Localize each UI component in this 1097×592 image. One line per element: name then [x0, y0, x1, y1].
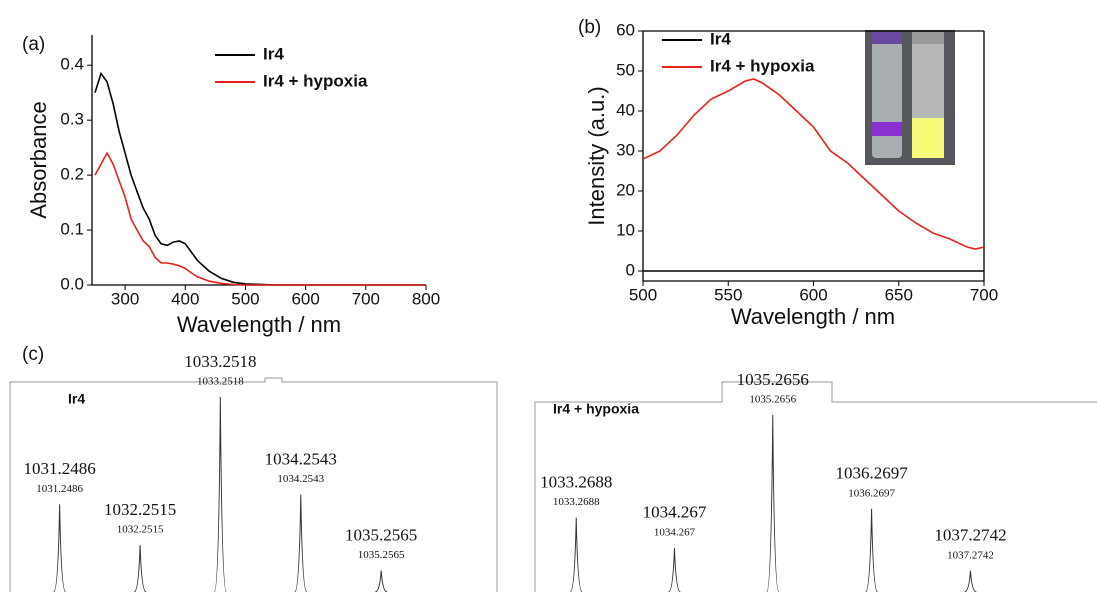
peak-label: 1035.2656 [737, 370, 809, 389]
x-tick-label: 650 [885, 285, 913, 304]
peak-label-small: 1033.2688 [553, 496, 600, 508]
legend-label: Ir4 [710, 29, 731, 48]
x-tick-label: 700 [352, 289, 380, 308]
peak-label-small: 1037.2742 [947, 549, 994, 561]
legend-label: Ir4 + hypoxia [710, 56, 815, 75]
y-tick-label: 10 [616, 220, 635, 239]
peak [133, 545, 147, 592]
peak [766, 414, 780, 592]
panel-label: (c) [22, 344, 44, 365]
peak-label-small: 1035.2656 [749, 394, 796, 406]
series-line [94, 151, 426, 286]
peak-label-small: 1036.2697 [848, 487, 895, 499]
x-tick-label: 700 [970, 285, 998, 304]
peak [964, 570, 977, 592]
y-tick-label: 40 [616, 100, 635, 119]
y-axis-label: Intensity (a.u.) [584, 86, 609, 225]
panel-frames [9, 377, 1097, 592]
peak-label-small: 1033.2518 [197, 376, 244, 388]
legend-label: Ir4 [263, 44, 284, 63]
y-tick-label: 60 [616, 20, 635, 39]
peak-label: 1031.2486 [24, 459, 96, 478]
legend-label: Ir4 + hypoxia [263, 71, 368, 90]
x-axis-label: Wavelength / nm [731, 304, 895, 329]
x-tick-label: 800 [412, 289, 440, 308]
y-tick-label: 50 [616, 60, 635, 79]
y-tick-label: 0.0 [60, 274, 84, 293]
peak-label-small: 1034.2543 [277, 473, 324, 485]
x-tick-label: 300 [111, 289, 139, 308]
y-tick-label: 0 [626, 260, 635, 279]
x-tick-label: 500 [629, 285, 657, 304]
y-tick-label: 30 [616, 140, 635, 159]
x-tick-label: 600 [799, 285, 827, 304]
peak-label-small: 1032.2515 [117, 524, 164, 536]
peak-label: 1033.2688 [540, 473, 612, 492]
spectrum-title: Ir4 + hypoxia [553, 401, 639, 417]
peak [375, 570, 388, 592]
y-tick-label: 20 [616, 180, 635, 199]
peak [569, 517, 583, 592]
x-tick-label: 400 [171, 289, 199, 308]
peak-label: 1035.2565 [345, 525, 417, 544]
peak [294, 494, 308, 592]
peak-label: 1037.2742 [934, 526, 1006, 545]
peak-label-small: 1035.2565 [358, 549, 405, 561]
peak-label-small: 1031.2486 [36, 483, 83, 495]
panel-label: (b) [578, 17, 601, 38]
spectrum-title: Ir4 [68, 391, 85, 407]
peak [53, 504, 67, 592]
y-tick-label: 0.4 [60, 55, 84, 74]
peak-label: 1036.2697 [835, 464, 908, 483]
peak-label: 1034.267 [643, 503, 707, 522]
panel-label: (a) [22, 34, 45, 55]
x-tick-label: 600 [291, 289, 319, 308]
peak-label: 1032.2515 [104, 500, 176, 519]
inset-photo [865, 30, 955, 165]
x-tick-label: 550 [714, 285, 742, 304]
series-line [642, 78, 985, 250]
peak [668, 547, 681, 592]
peak-label: 1034.2543 [265, 449, 337, 468]
peak-label-small: 1034.267 [654, 526, 696, 538]
peak-label: 1033.2518 [184, 352, 256, 371]
peak [865, 508, 879, 592]
peak [213, 396, 227, 592]
series-line [94, 71, 426, 286]
x-tick-label: 500 [231, 289, 259, 308]
y-tick-label: 0.1 [60, 220, 84, 239]
y-tick-label: 0.2 [60, 165, 84, 184]
x-axis-label: Wavelength / nm [177, 312, 341, 337]
y-tick-label: 0.3 [60, 110, 84, 129]
y-axis-label: Absorbance [26, 101, 51, 218]
